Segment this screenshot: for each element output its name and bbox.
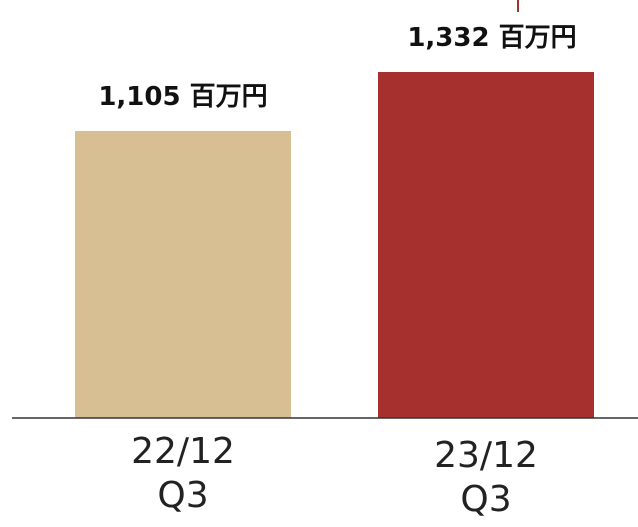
x-tick-label: 22/12 Q3: [131, 431, 235, 516]
value-label: 1,105 百万円: [98, 82, 267, 112]
value-label: 1,332 百万円: [407, 23, 576, 53]
x-tick-label: 23/12 Q3: [434, 435, 538, 520]
bar: [378, 72, 594, 418]
bar: [75, 130, 291, 419]
